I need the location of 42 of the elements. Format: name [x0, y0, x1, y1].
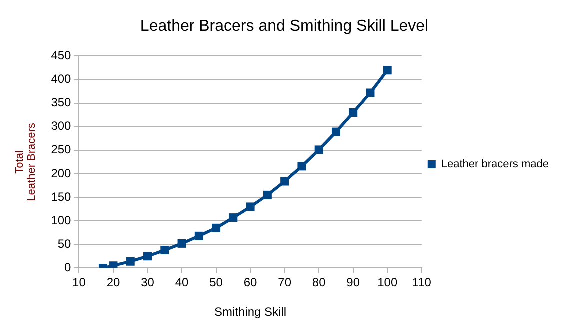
- point: [144, 252, 152, 261]
- x-tick-label: 20: [106, 276, 120, 290]
- y-tick-label: 150: [51, 190, 72, 204]
- legend-label: Leather bracers made: [441, 158, 550, 171]
- y-tick-label: 300: [51, 119, 72, 134]
- point: [280, 177, 290, 186]
- point: [194, 232, 204, 240]
- x-tick-label: 80: [312, 276, 326, 290]
- point: [383, 66, 392, 75]
- x-tick-label: 100: [378, 276, 398, 290]
- y-tick-label: 100: [51, 213, 72, 228]
- point: [109, 262, 118, 268]
- point: [160, 246, 170, 255]
- point: [332, 128, 340, 136]
- chart-title: Leather Bracers and Smithing Skill Level: [140, 18, 429, 36]
- x-tick-label: 40: [175, 276, 190, 290]
- point: [178, 239, 186, 248]
- x-axis-title: Smithing Skill: [214, 305, 287, 320]
- point: [366, 88, 375, 98]
- y-tick-label: 400: [51, 72, 72, 86]
- x-tick-label: 50: [210, 276, 224, 290]
- point: [263, 190, 272, 200]
- x-tick-label: 60: [244, 276, 258, 290]
- y-tick-label: 0: [64, 260, 72, 275]
- point: [349, 108, 358, 117]
- y-axis-title: Total Leather Bracers: [14, 122, 38, 202]
- x-tick-label: 30: [141, 276, 155, 290]
- point: [126, 257, 135, 266]
- y-tick-label: 250: [51, 142, 72, 157]
- x-tick-label: 70: [278, 276, 292, 290]
- point: [212, 224, 221, 232]
- x-tick-label: 10: [72, 276, 86, 290]
- point: [314, 146, 324, 154]
- y-tick-label: 200: [51, 166, 72, 180]
- y-tick-label: 50: [58, 236, 72, 251]
- point: [246, 202, 255, 212]
- point: [298, 162, 306, 171]
- x-tick-label: 110: [412, 276, 432, 290]
- y-tick-label: 450: [51, 48, 72, 63]
- x-tick-label: 90: [346, 276, 360, 290]
- point: [229, 214, 238, 222]
- y-tick-label: 350: [51, 96, 72, 110]
